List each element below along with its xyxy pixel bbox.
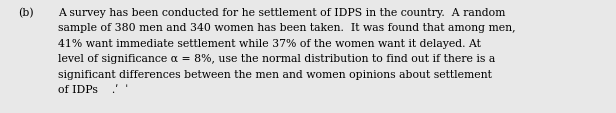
Text: sample of 380 men and 340 women has been taken.  It was found that among men,: sample of 380 men and 340 women has been… (58, 23, 516, 33)
Text: (b): (b) (18, 8, 34, 18)
Text: 41% want immediate settlement while 37% of the women want it delayed. At: 41% want immediate settlement while 37% … (58, 39, 481, 49)
Text: of IDPs    .ʹ  ˈ: of IDPs .ʹ ˈ (58, 85, 128, 95)
Text: A survey has been conducted for he settlement of IDPS in the country.  A random: A survey has been conducted for he settl… (58, 8, 505, 18)
Text: level of significance α = 8%, use the normal distribution to find out if there i: level of significance α = 8%, use the no… (58, 54, 495, 64)
Text: significant differences between the men and women opinions about settlement: significant differences between the men … (58, 69, 492, 79)
